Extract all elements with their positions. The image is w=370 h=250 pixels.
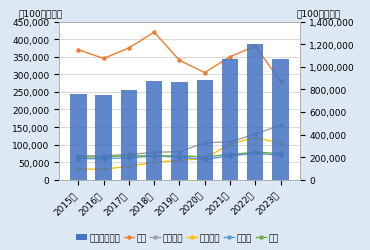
中国: [202, 72, 207, 75]
ドイツ: [101, 158, 106, 160]
日本: [76, 156, 81, 159]
メキシコ: [228, 141, 232, 144]
Bar: [121, 90, 137, 180]
ベトナム: [278, 142, 283, 145]
メキシコ: [152, 151, 157, 154]
ドイツ: [228, 155, 232, 158]
日本: [101, 156, 106, 159]
ベトナム: [76, 168, 81, 171]
メキシコ: [101, 155, 106, 158]
メキシコ: [253, 133, 258, 136]
中国: [228, 56, 232, 59]
中国: [127, 47, 131, 50]
中国: [278, 80, 283, 84]
ドイツ: [152, 155, 157, 158]
Bar: [247, 45, 263, 180]
ドイツ: [278, 154, 283, 157]
Bar: [146, 81, 162, 180]
メキシコ: [76, 155, 81, 158]
Text: （100万ドル）: （100万ドル）: [296, 9, 341, 18]
ベトナム: [127, 165, 131, 168]
Line: ベトナム: ベトナム: [77, 136, 282, 171]
中国: [177, 60, 182, 62]
メキシコ: [202, 142, 207, 145]
ドイツ: [177, 156, 182, 159]
ベトナム: [101, 168, 106, 171]
ベトナム: [202, 158, 207, 160]
中国: [101, 58, 106, 61]
Bar: [95, 96, 112, 180]
Line: 中国: 中国: [77, 32, 282, 84]
ドイツ: [253, 152, 258, 155]
日本: [278, 152, 283, 155]
メキシコ: [127, 153, 131, 156]
日本: [253, 151, 258, 154]
Bar: [222, 60, 238, 180]
メキシコ: [278, 124, 283, 127]
ドイツ: [127, 157, 131, 160]
日本: [177, 155, 182, 158]
Bar: [272, 60, 289, 180]
中国: [76, 49, 81, 52]
ドイツ: [202, 158, 207, 161]
Line: ドイツ: ドイツ: [77, 152, 282, 161]
ドイツ: [76, 158, 81, 160]
日本: [152, 155, 157, 158]
ベトナム: [152, 161, 157, 164]
メキシコ: [177, 150, 182, 154]
中国: [253, 46, 258, 48]
日本: [202, 156, 207, 159]
ベトナム: [228, 143, 232, 146]
日本: [228, 153, 232, 156]
Legend: 世界（右軸）, 中国, メキシコ, ベトナム, ドイツ, 日本: 世界（右軸）, 中国, メキシコ, ベトナム, ドイツ, 日本: [73, 230, 282, 246]
Line: 日本: 日本: [77, 151, 282, 159]
Bar: [196, 81, 213, 180]
Bar: [70, 94, 87, 180]
ベトナム: [177, 159, 182, 162]
中国: [152, 32, 157, 34]
Bar: [171, 83, 188, 180]
ベトナム: [253, 136, 258, 140]
Line: メキシコ: メキシコ: [77, 124, 282, 158]
Text: （100万ドル）: （100万ドル）: [18, 9, 63, 18]
日本: [127, 155, 131, 158]
